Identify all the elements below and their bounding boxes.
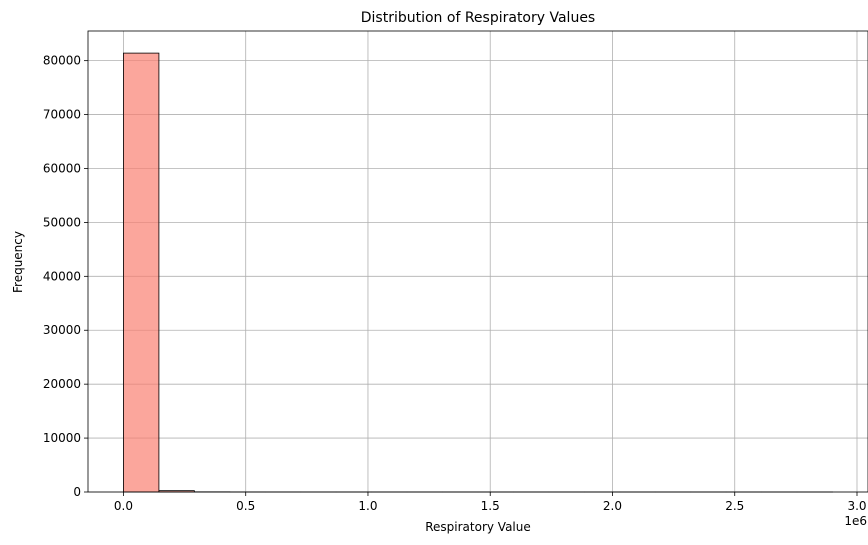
y-tick-label: 30000 — [43, 323, 81, 337]
grid-lines — [88, 31, 868, 493]
x-tick-label: 0.0 — [114, 499, 133, 513]
x-tick-label: 2.0 — [603, 499, 622, 513]
x-tick-label: 3.0 — [847, 499, 866, 513]
y-tick-label: 70000 — [43, 108, 81, 122]
x-tick-label: 0.5 — [236, 499, 255, 513]
x-tick-label: 2.5 — [725, 499, 744, 513]
x-axis-label: Respiratory Value — [425, 520, 531, 534]
y-axis-ticks: 0 10000 20000 30000 40000 50000 60000 70000 8000… — [43, 54, 88, 499]
y-tick-label: 10000 — [43, 431, 81, 445]
y-tick-label: 0 — [73, 485, 81, 499]
histogram-bars — [123, 52, 833, 493]
y-tick-label: 40000 — [43, 269, 81, 283]
chart-title: Distribution of Respiratory Values — [361, 10, 595, 26]
x-axis-ticks: 0.0 0.5 1.0 1.5 2.0 2.5 3.0 — [114, 492, 867, 513]
y-tick-label: 60000 — [43, 161, 81, 175]
x-tick-label: 1.5 — [481, 499, 500, 513]
x-axis-offset-label: 1e6 — [844, 514, 867, 528]
x-tick-label: 1.0 — [358, 499, 377, 513]
plot-frame — [87, 30, 868, 493]
y-tick-label: 20000 — [43, 377, 81, 391]
y-tick-label: 80000 — [43, 54, 81, 68]
y-axis-label: Frequency — [11, 231, 25, 293]
histogram-bar — [123, 52, 160, 493]
y-tick-label: 50000 — [43, 215, 81, 229]
